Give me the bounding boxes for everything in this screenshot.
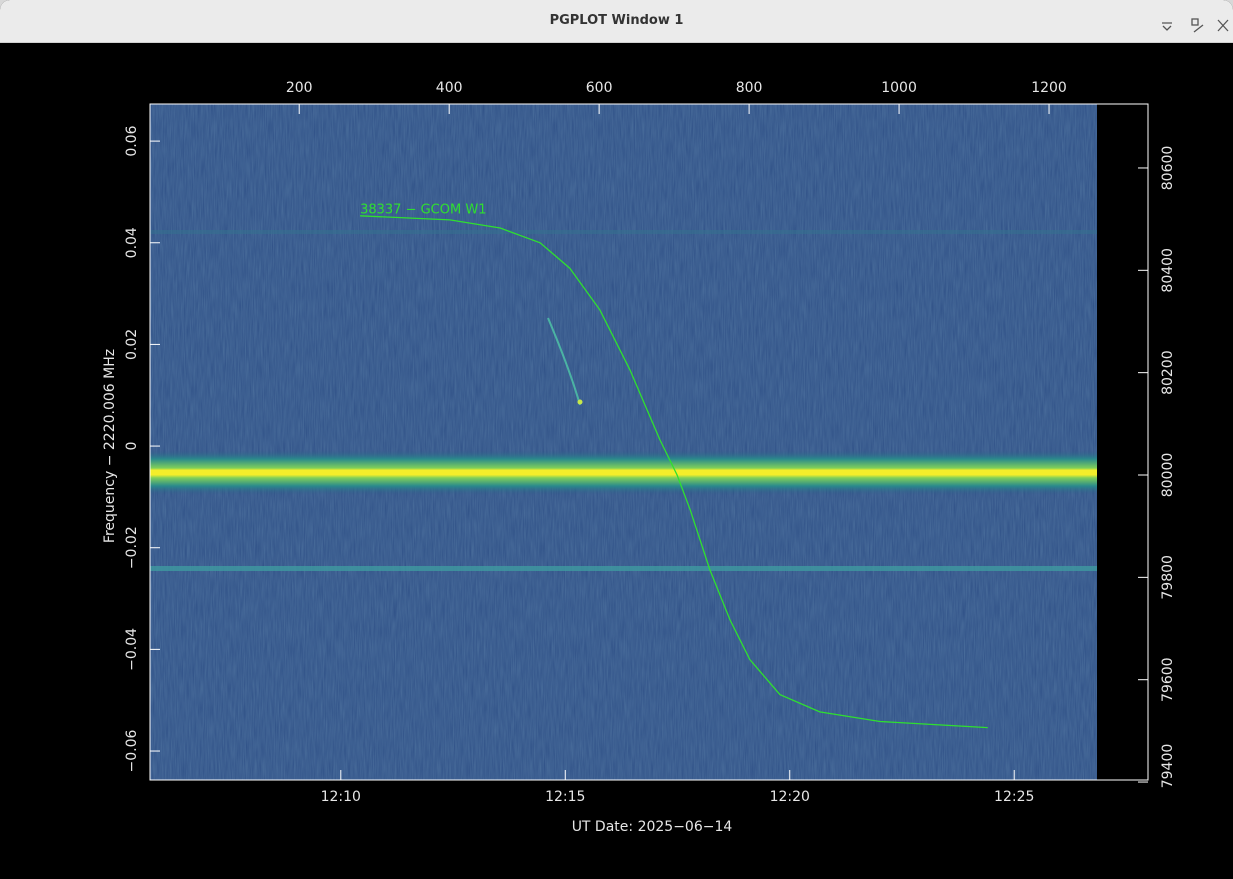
y-tick-label: 0.06 [124, 125, 140, 156]
curve-annotation: 38337 − GCOM W1 [360, 202, 486, 217]
y2-tick-label: 80600 [1160, 146, 1176, 191]
y2-tick-label: 80000 [1160, 453, 1176, 498]
y2-tick-label: 80200 [1160, 350, 1176, 395]
x-tick-label: 12:20 [770, 789, 810, 805]
maximize-button[interactable] [1191, 18, 1204, 33]
y-tick-label: −0.04 [124, 628, 140, 671]
y2-tick-label: 80400 [1160, 248, 1176, 293]
window-controls [1162, 18, 1229, 33]
x2-tick-label: 800 [736, 80, 763, 96]
x2-tick-label: 1000 [881, 80, 917, 96]
x-axis-label: UT Date: 2025−06−14 [572, 819, 733, 835]
y2-tick-label: 79800 [1160, 555, 1176, 600]
plot-frame [149, 103, 1149, 781]
spectrogram [150, 104, 1097, 780]
x-tick-label: 12:25 [994, 789, 1034, 805]
y-tick-label: 0.02 [124, 329, 140, 360]
x-tick-label: 12:10 [321, 789, 361, 805]
title-bar: PGPLOT Window 1 [0, 0, 1233, 43]
x2-tick-label: 1200 [1031, 80, 1067, 96]
close-button[interactable] [1217, 19, 1229, 32]
window-title: PGPLOT Window 1 [549, 13, 684, 28]
y-tick-label: −0.02 [124, 526, 140, 569]
x2-tick-label: 200 [286, 80, 313, 96]
y-axis-label: Frequency − 2220.006 MHz [102, 349, 118, 543]
x2-tick-label: 600 [586, 80, 613, 96]
minimize-button[interactable] [1162, 22, 1172, 31]
y-tick-label: −0.06 [124, 729, 140, 772]
y-tick-label: 0 [124, 442, 140, 451]
x2-tick-label: 400 [436, 80, 463, 96]
x-tick-label: 12:15 [545, 789, 585, 805]
y2-tick-label: 79400 [1160, 744, 1176, 789]
y2-tick-label: 79600 [1160, 657, 1176, 702]
y-tick-label: 0.04 [124, 227, 140, 258]
doppler-curve [360, 215, 988, 729]
